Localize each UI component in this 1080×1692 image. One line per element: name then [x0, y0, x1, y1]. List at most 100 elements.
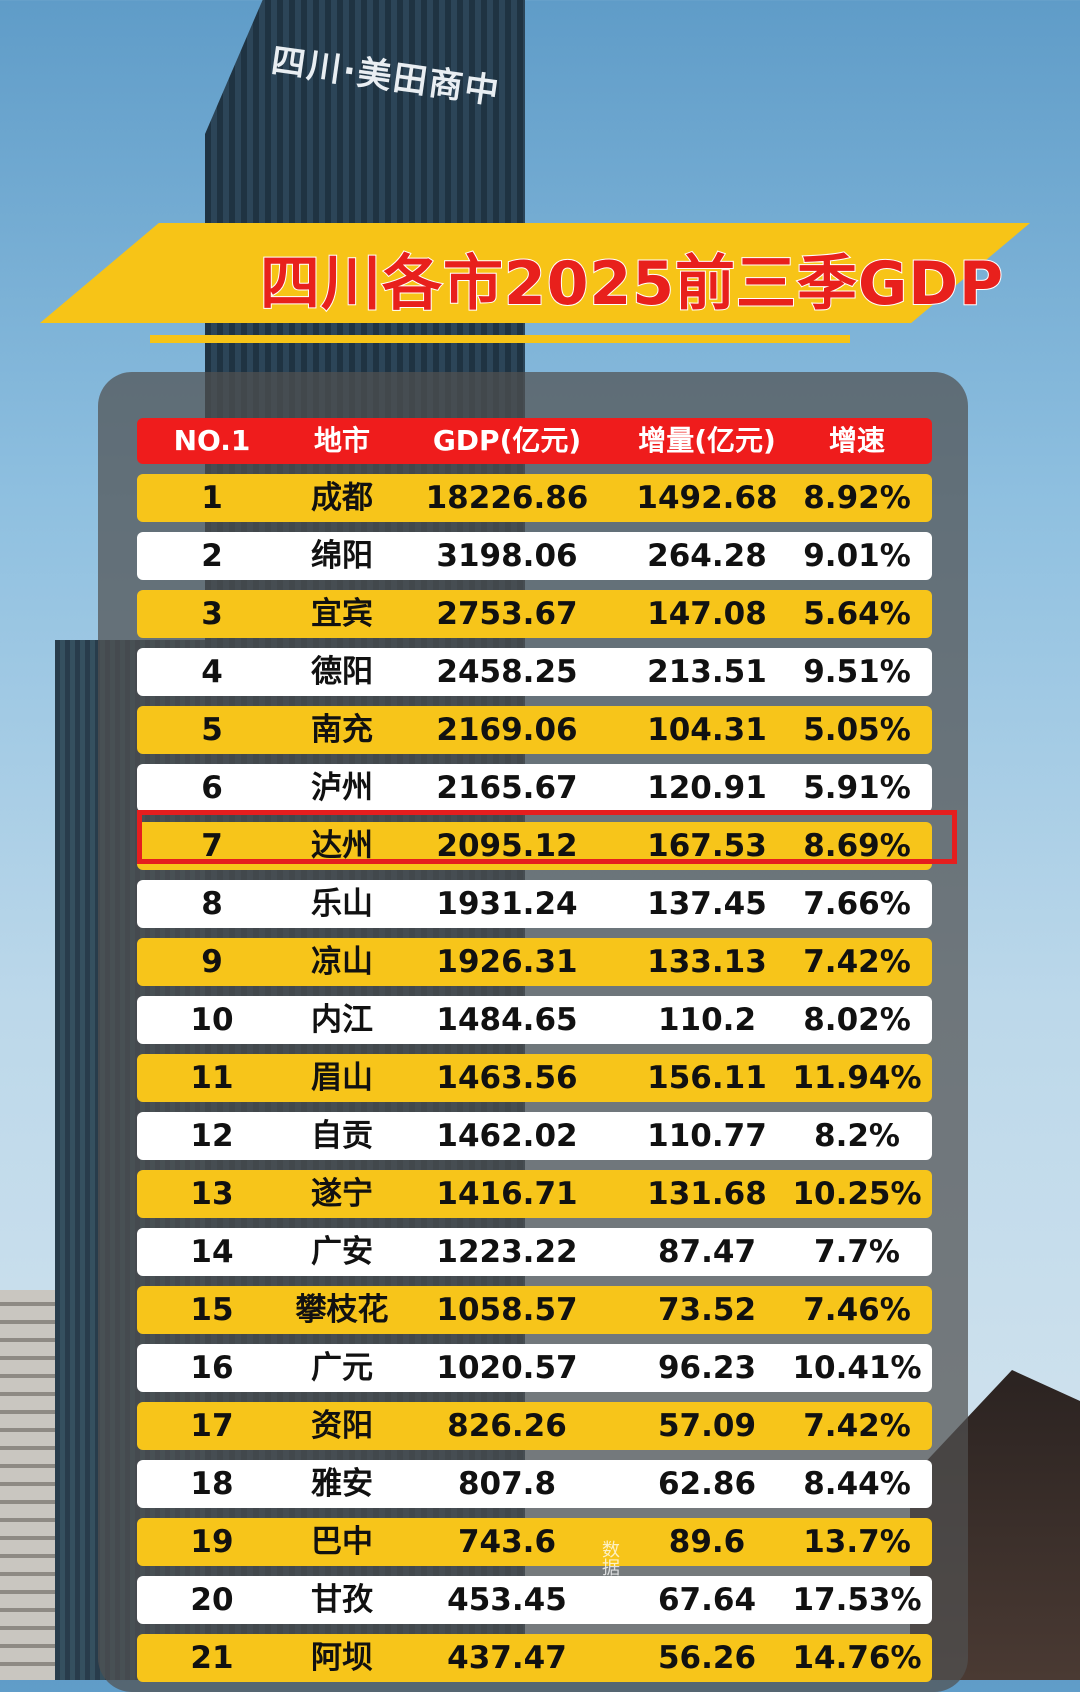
cell-rate: 5.91% [803, 770, 911, 806]
title-banner-stripe [150, 335, 850, 343]
cell-gdp: 2753.67 [436, 596, 578, 632]
cell-gdp: 1416.71 [436, 1176, 578, 1212]
cell-increase: 110.77 [647, 1118, 767, 1154]
cell-rate: 8.44% [803, 1466, 911, 1502]
cell-rate: 7.66% [803, 886, 911, 922]
cell-increase: 56.26 [657, 1640, 757, 1676]
cell-gdp: 2169.06 [436, 712, 578, 748]
cell-city: 广安 [311, 1234, 373, 1270]
cell-gdp: 1484.65 [436, 1002, 578, 1038]
cell-rank: 21 [190, 1640, 234, 1676]
cell-gdp: 743.6 [457, 1524, 557, 1560]
cell-rank: 12 [190, 1118, 234, 1154]
cell-increase: 120.91 [647, 770, 767, 806]
cell-gdp: 18226.86 [425, 480, 589, 516]
header-city: 地市 [313, 424, 370, 457]
title-banner-shape [40, 223, 1030, 323]
cell-city: 宜宾 [311, 596, 373, 632]
table-row: 5 南充 2169.06 104.31 5.05% [137, 706, 932, 754]
cell-city: 广元 [311, 1350, 373, 1386]
cell-rate: 5.64% [803, 596, 911, 632]
cell-city: 成都 [311, 480, 373, 516]
table-row: 2 绵阳 3198.06 264.28 9.01% [137, 532, 932, 580]
cell-city: 甘孜 [311, 1582, 373, 1618]
cell-increase: 167.53 [647, 828, 767, 864]
cell-gdp: 807.8 [457, 1466, 557, 1502]
cell-gdp: 1463.56 [436, 1060, 578, 1096]
cell-rank: 5 [201, 712, 223, 748]
cell-rate: 9.01% [803, 538, 911, 574]
table-row: 4 德阳 2458.25 213.51 9.51% [137, 648, 932, 696]
cell-rate: 7.42% [803, 1408, 911, 1444]
cell-rank: 15 [190, 1292, 234, 1328]
cell-rank: 20 [190, 1582, 234, 1618]
cell-increase: 87.47 [657, 1234, 757, 1270]
cell-city: 德阳 [311, 654, 373, 690]
cell-rate: 13.7% [803, 1524, 911, 1560]
cell-rank: 6 [201, 770, 223, 806]
cell-rate: 14.76% [792, 1640, 922, 1676]
table-row: 16 广元 1020.57 96.23 10.41% [137, 1344, 932, 1392]
cell-rate: 5.05% [803, 712, 911, 748]
cell-gdp: 826.26 [447, 1408, 567, 1444]
table-header-row: NO.1 地市 GDP(亿元) 增量(亿元) 增速 [137, 418, 932, 464]
cell-rate: 9.51% [803, 654, 911, 690]
cell-increase: 67.64 [657, 1582, 757, 1618]
cell-gdp: 1462.02 [436, 1118, 578, 1154]
cell-city: 乐山 [311, 886, 373, 922]
cell-gdp: 1020.57 [436, 1350, 578, 1386]
cell-rank: 2 [201, 538, 223, 574]
cell-gdp: 2095.12 [436, 828, 578, 864]
cell-increase: 213.51 [647, 654, 767, 690]
cell-city: 遂宁 [311, 1176, 373, 1212]
table-row: 7 达州 2095.12 167.53 8.69% [137, 822, 932, 870]
table-row: 8 乐山 1931.24 137.45 7.66% [137, 880, 932, 928]
cell-rank: 17 [190, 1408, 234, 1444]
chart-title: 四川各市2025前三季GDP [259, 248, 1005, 320]
table-row: 12 自贡 1462.02 110.77 8.2% [137, 1112, 932, 1160]
cell-rank: 3 [201, 596, 223, 632]
cell-increase: 131.68 [647, 1176, 767, 1212]
cell-gdp: 3198.06 [436, 538, 578, 574]
table-row: 13 遂宁 1416.71 131.68 10.25% [137, 1170, 932, 1218]
cell-city: 雅安 [311, 1466, 373, 1502]
cell-increase: 96.23 [657, 1350, 757, 1386]
cell-rate: 10.41% [792, 1350, 922, 1386]
cell-increase: 156.11 [647, 1060, 767, 1096]
cell-city: 凉山 [311, 944, 373, 980]
table-row: 11 眉山 1463.56 156.11 11.94% [137, 1054, 932, 1102]
title-banner: 四川各市2025前三季GDP [0, 215, 1080, 355]
cell-rate: 17.53% [792, 1582, 922, 1618]
cell-gdp: 1058.57 [436, 1292, 578, 1328]
table-row: 10 内江 1484.65 110.2 8.02% [137, 996, 932, 1044]
table-row: 17 资阳 826.26 57.09 7.42% [137, 1402, 932, 1450]
cell-increase: 137.45 [647, 886, 767, 922]
table-row: 14 广安 1223.22 87.47 7.7% [137, 1228, 932, 1276]
header-rank: NO.1 [173, 424, 251, 457]
cell-rate: 7.46% [803, 1292, 911, 1328]
cell-rank: 19 [190, 1524, 234, 1560]
cell-rank: 13 [190, 1176, 234, 1212]
cell-increase: 110.2 [657, 1002, 757, 1038]
table-row: 6 泸州 2165.67 120.91 5.91% [137, 764, 932, 812]
cell-gdp: 437.47 [447, 1640, 567, 1676]
cell-city: 阿坝 [311, 1640, 373, 1676]
watermark-text: 数据山河 [599, 1540, 620, 1612]
table-row: 20 甘孜 453.45 67.64 17.53% [137, 1576, 932, 1624]
cell-rate: 8.2% [814, 1118, 900, 1154]
cell-rank: 1 [201, 480, 223, 516]
cell-increase: 1492.68 [636, 480, 778, 516]
cell-rate: 8.69% [803, 828, 911, 864]
cell-gdp: 1931.24 [436, 886, 578, 922]
cell-rank: 16 [190, 1350, 234, 1386]
cell-rank: 10 [190, 1002, 234, 1038]
cell-rank: 18 [190, 1466, 234, 1502]
cell-city: 达州 [311, 828, 373, 864]
cell-increase: 73.52 [657, 1292, 757, 1328]
cell-increase: 264.28 [647, 538, 767, 574]
cell-city: 巴中 [311, 1524, 373, 1560]
cell-city: 南充 [311, 712, 373, 748]
cell-rank: 14 [190, 1234, 234, 1270]
table-row: 1 成都 18226.86 1492.68 8.92% [137, 474, 932, 522]
cell-rank: 11 [190, 1060, 234, 1096]
